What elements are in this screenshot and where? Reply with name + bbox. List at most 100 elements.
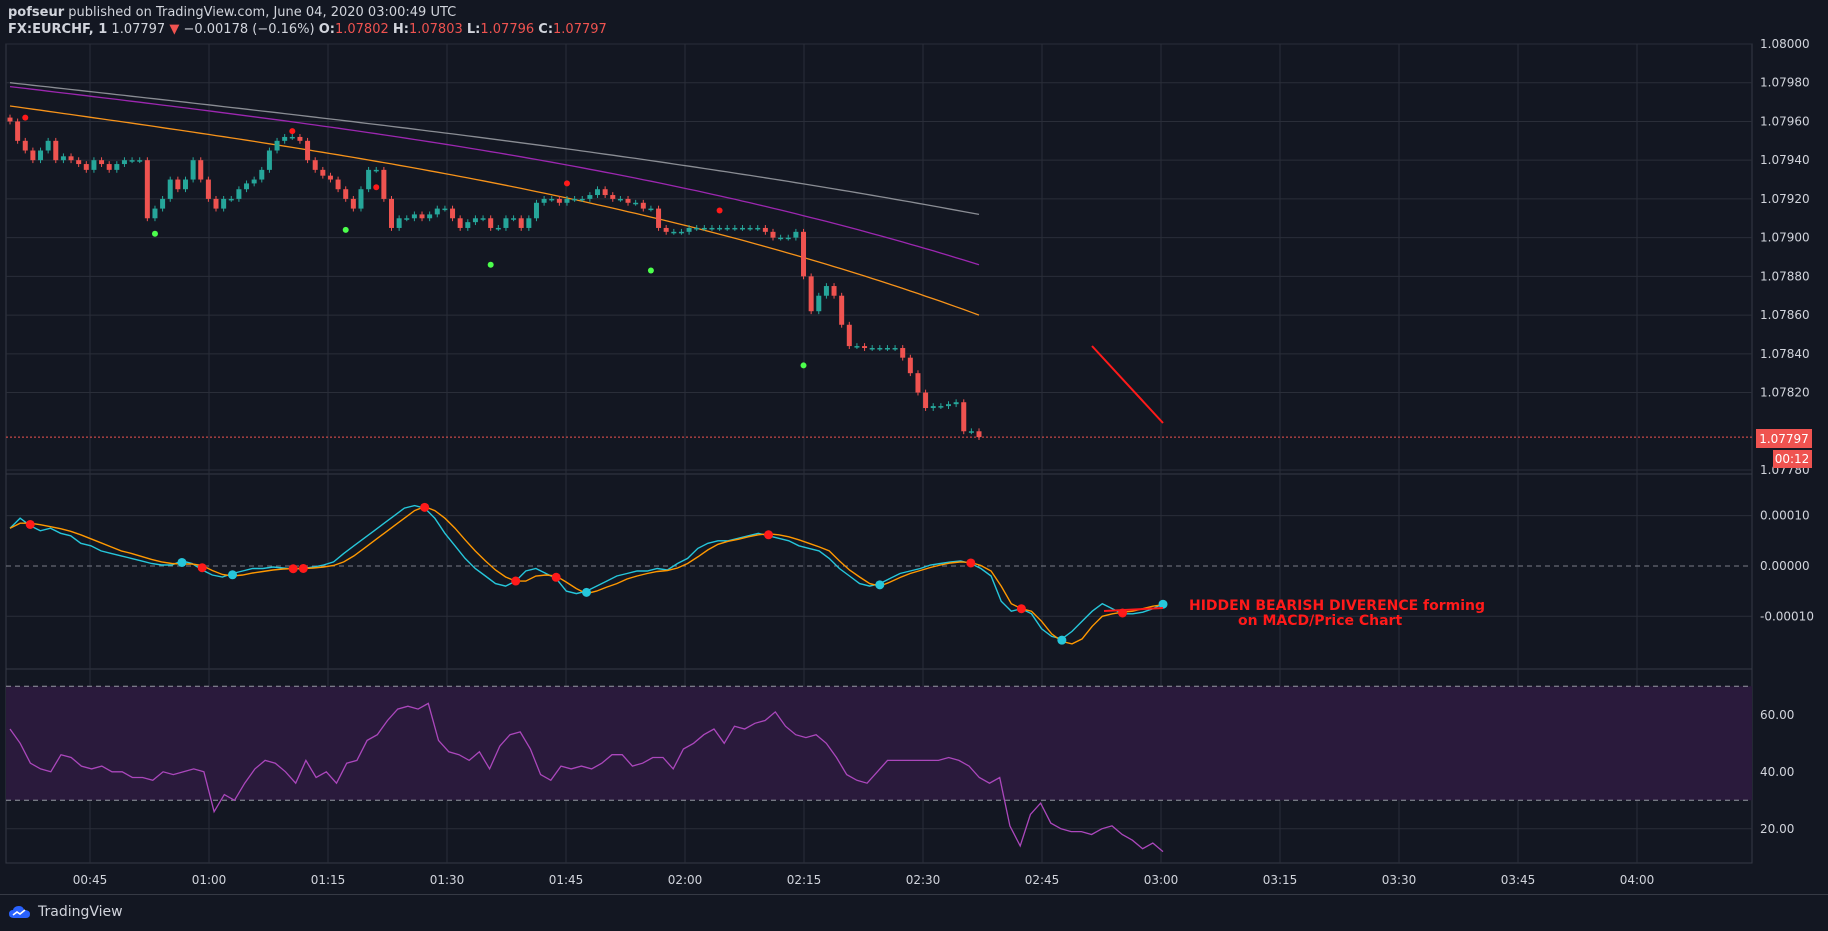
time-tick-label: 01:00 (192, 873, 227, 887)
candle-body (724, 227, 730, 230)
signal-dot-red (289, 128, 296, 135)
candle-body (816, 295, 822, 312)
candle (663, 225, 669, 235)
candle-body (266, 150, 272, 170)
candle-body (961, 402, 967, 432)
candle (129, 157, 135, 164)
candle (793, 228, 799, 241)
candle-body (121, 160, 127, 165)
macd-tick-label: -0.00010 (1760, 609, 1814, 623)
candle-body (785, 237, 791, 240)
candle-body (190, 160, 196, 180)
candle-body (686, 227, 692, 232)
candle (892, 345, 898, 351)
candle (434, 205, 440, 218)
candle (785, 234, 791, 241)
candle-body (76, 160, 82, 165)
chart-canvas[interactable]: 00:45 01:00 01:15 01:30 01:45 02:00 02:15 02:30… (0, 0, 1828, 894)
candle-body (648, 208, 654, 211)
candle-body (518, 218, 524, 228)
published-text: published on TradingView.com, June 04, 2… (68, 5, 457, 20)
candle (121, 157, 127, 167)
candle (335, 176, 341, 193)
price-tick-label: 1.07820 (1760, 386, 1810, 400)
signal-dot-red (22, 114, 29, 121)
candle-body (526, 218, 532, 228)
candle-body (282, 136, 288, 141)
rsi-line (9, 702, 1164, 853)
candle-body (884, 348, 890, 350)
candle-body (228, 198, 234, 201)
macd-pane[interactable] (9, 502, 1168, 645)
candle-body (488, 218, 494, 228)
candle-body (175, 179, 181, 190)
time-tick-label: 03:15 (1263, 873, 1298, 887)
candle-body (968, 431, 974, 433)
candle (182, 176, 188, 193)
candle (617, 196, 623, 202)
candle (137, 157, 143, 164)
price-tick-label: 1.08000 (1760, 37, 1810, 51)
candle-body (533, 202, 539, 219)
candle (205, 176, 211, 202)
candle (228, 196, 234, 202)
candle-body (305, 140, 311, 161)
candle (732, 225, 738, 231)
candle-body (480, 218, 486, 220)
logo-text: TradingView (38, 904, 123, 920)
candle (877, 345, 883, 351)
time-tick-label: 02:00 (668, 873, 703, 887)
candle (633, 199, 639, 206)
candle-body (923, 392, 929, 409)
moving-average-purple (9, 85, 980, 266)
signal-dot-red (563, 180, 570, 187)
candle-body (915, 373, 921, 393)
macd-cross-dot (298, 563, 308, 573)
open-value: 1.07802 (334, 22, 389, 37)
candle-body (976, 431, 982, 438)
high-value: 1.07803 (408, 22, 463, 37)
candle-body (182, 179, 188, 190)
candle-body (251, 179, 257, 184)
low-value: 1.07796 (480, 22, 535, 37)
candle-body (472, 218, 478, 223)
candle-body (442, 208, 448, 211)
candle (7, 114, 13, 125)
candle-body (625, 198, 631, 203)
candle-body (717, 227, 723, 230)
candle (76, 157, 82, 167)
macd-cross-dot (228, 570, 238, 580)
symbol-label[interactable]: FX:EURCHF, 1 (8, 22, 108, 37)
candle (739, 225, 745, 231)
candle-body (427, 214, 433, 219)
candle (533, 199, 539, 222)
candle (282, 134, 288, 144)
candle (602, 186, 608, 198)
candle-body (106, 164, 112, 170)
tradingview-logo[interactable]: TradingView (8, 904, 123, 920)
candle (419, 211, 425, 222)
candle-body (747, 227, 753, 230)
candle-body (60, 156, 66, 161)
candle-body (457, 218, 463, 228)
candle (221, 196, 227, 212)
candle-body (320, 169, 326, 176)
candle (175, 176, 181, 193)
candle-body (465, 222, 471, 228)
candle (236, 186, 242, 202)
candle-body (373, 169, 379, 172)
candle-body (419, 214, 425, 219)
publisher-name[interactable]: pofseur (8, 5, 65, 20)
candle-body (869, 348, 875, 350)
rsi-pane[interactable] (6, 685, 1752, 853)
close-value: 1.07797 (553, 22, 607, 37)
moving-average-gray (9, 82, 980, 216)
price-pane[interactable] (6, 82, 1752, 440)
candle (938, 403, 944, 410)
price-tick-label: 1.07840 (1760, 347, 1810, 361)
candle (305, 137, 311, 164)
candle (724, 225, 730, 231)
candle (678, 228, 684, 235)
publish-info: pofseur published on TradingView.com, Ju… (8, 5, 456, 20)
candle-body (587, 195, 593, 199)
